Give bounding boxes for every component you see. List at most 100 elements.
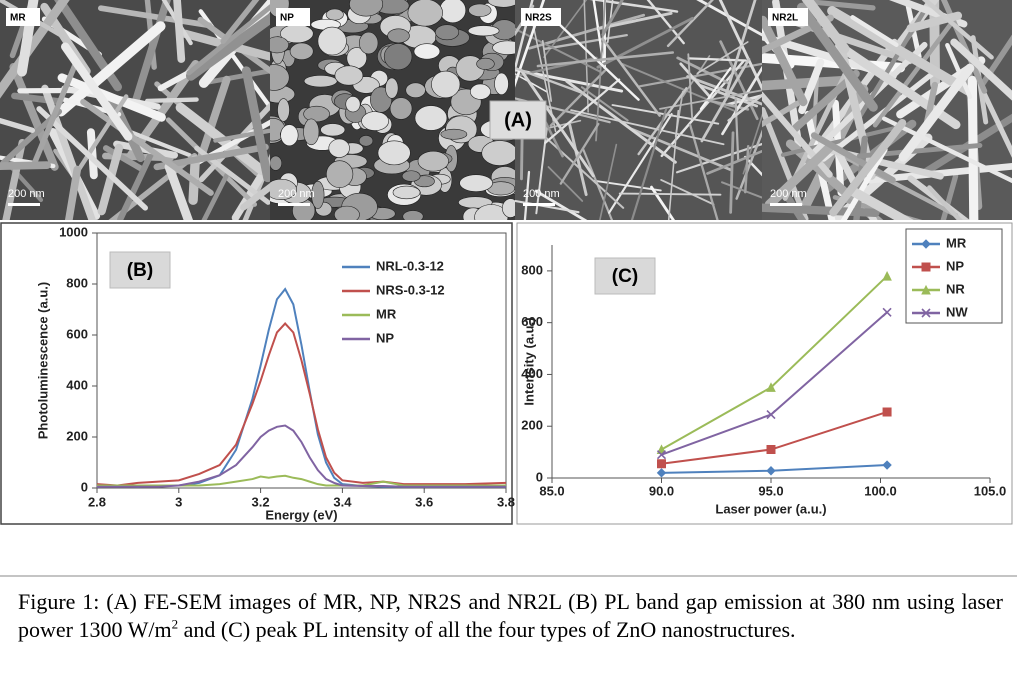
rod [827,6,974,96]
particle [414,105,448,131]
rod [515,0,546,88]
rod [74,94,129,176]
x-tick-label: 3.4 [333,494,352,509]
sem-label: NR2L [772,13,798,24]
particle [317,26,347,56]
panel-label-box [109,251,171,289]
rod [241,66,270,183]
rod [734,97,740,161]
legend-label: MR [376,306,397,321]
chart-title: (B) [127,260,153,281]
rod [240,182,270,211]
marker [766,466,776,476]
particle [349,0,384,17]
sem-label-box [6,8,40,26]
rod [967,75,979,220]
y-tick-label: 0 [81,479,88,494]
rod [535,124,549,215]
rod [559,122,600,185]
rod [699,67,732,110]
particle [383,43,413,71]
rod [36,106,148,211]
marker [921,239,931,249]
particle [440,128,468,140]
x-tick-label: 90.0 [649,483,674,498]
marker [882,407,892,417]
particle [413,43,441,60]
rod [97,143,124,216]
particle [303,105,330,123]
rod [796,2,878,112]
rod [679,62,713,100]
sem-label-box [276,8,310,26]
rod [0,161,51,170]
rod [515,66,586,95]
rod [9,62,59,171]
x-tick-label: 3.8 [497,494,515,509]
rod [164,162,193,220]
legend-label: NP [376,330,394,345]
rod [906,11,963,33]
particle [377,140,411,166]
y-axis-label: Intensity (a.u.) [521,317,536,405]
rod [606,0,614,43]
rod [153,143,269,171]
particle [311,180,325,209]
rod [201,172,230,220]
sem-label: NR2S [525,13,552,24]
marker [657,459,666,469]
legend-label: NP [946,258,964,273]
scale-label: 200 nm [770,188,807,200]
particle [270,64,290,91]
rod [682,55,711,98]
particle [487,0,515,8]
rod [829,118,907,217]
rod [549,69,607,127]
marker [656,444,667,455]
rod [597,11,673,30]
scale-bar [770,203,802,206]
x-tick-label: 3.2 [252,494,270,509]
rod [601,0,624,37]
sem-label: MR [10,13,26,24]
particle [387,28,410,44]
rod [515,97,611,124]
rod [840,146,888,220]
rod [686,75,762,106]
rod [659,89,762,110]
panel-a-label: (A) [504,109,532,131]
particle [439,0,467,24]
rod [762,15,808,107]
y-tick-label: 800 [66,275,88,290]
x-tick-label: 85.0 [539,483,564,498]
marker [921,308,931,318]
rod [881,116,1012,184]
sem-label-box [521,8,561,26]
particle [494,72,509,95]
rod [196,75,231,164]
scale-label: 200 nm [8,188,45,200]
marker [766,382,776,392]
panel-label-box [594,257,656,295]
rod [186,4,270,76]
y-tick-label: 200 [521,418,543,433]
rod [102,145,144,172]
rod [570,109,725,146]
rod [57,73,166,122]
rod [61,42,133,141]
scale-label: 200 nm [523,188,560,200]
particle [468,3,492,17]
particle [459,174,493,192]
particle [334,205,360,220]
scale-bar [523,203,555,206]
particle [345,96,361,113]
rod [783,191,807,220]
rod [729,131,735,214]
figure: MR 200 nm NP 200 nm NR2S 200 nm NR2L 200 nm (A) 0… [0,0,1017,577]
sem-image: NP 200 nm [270,0,515,220]
particle [361,111,389,131]
x-tick-label: 2.8 [88,494,106,509]
rod [601,37,661,117]
rod [117,149,155,220]
marker [921,284,931,295]
